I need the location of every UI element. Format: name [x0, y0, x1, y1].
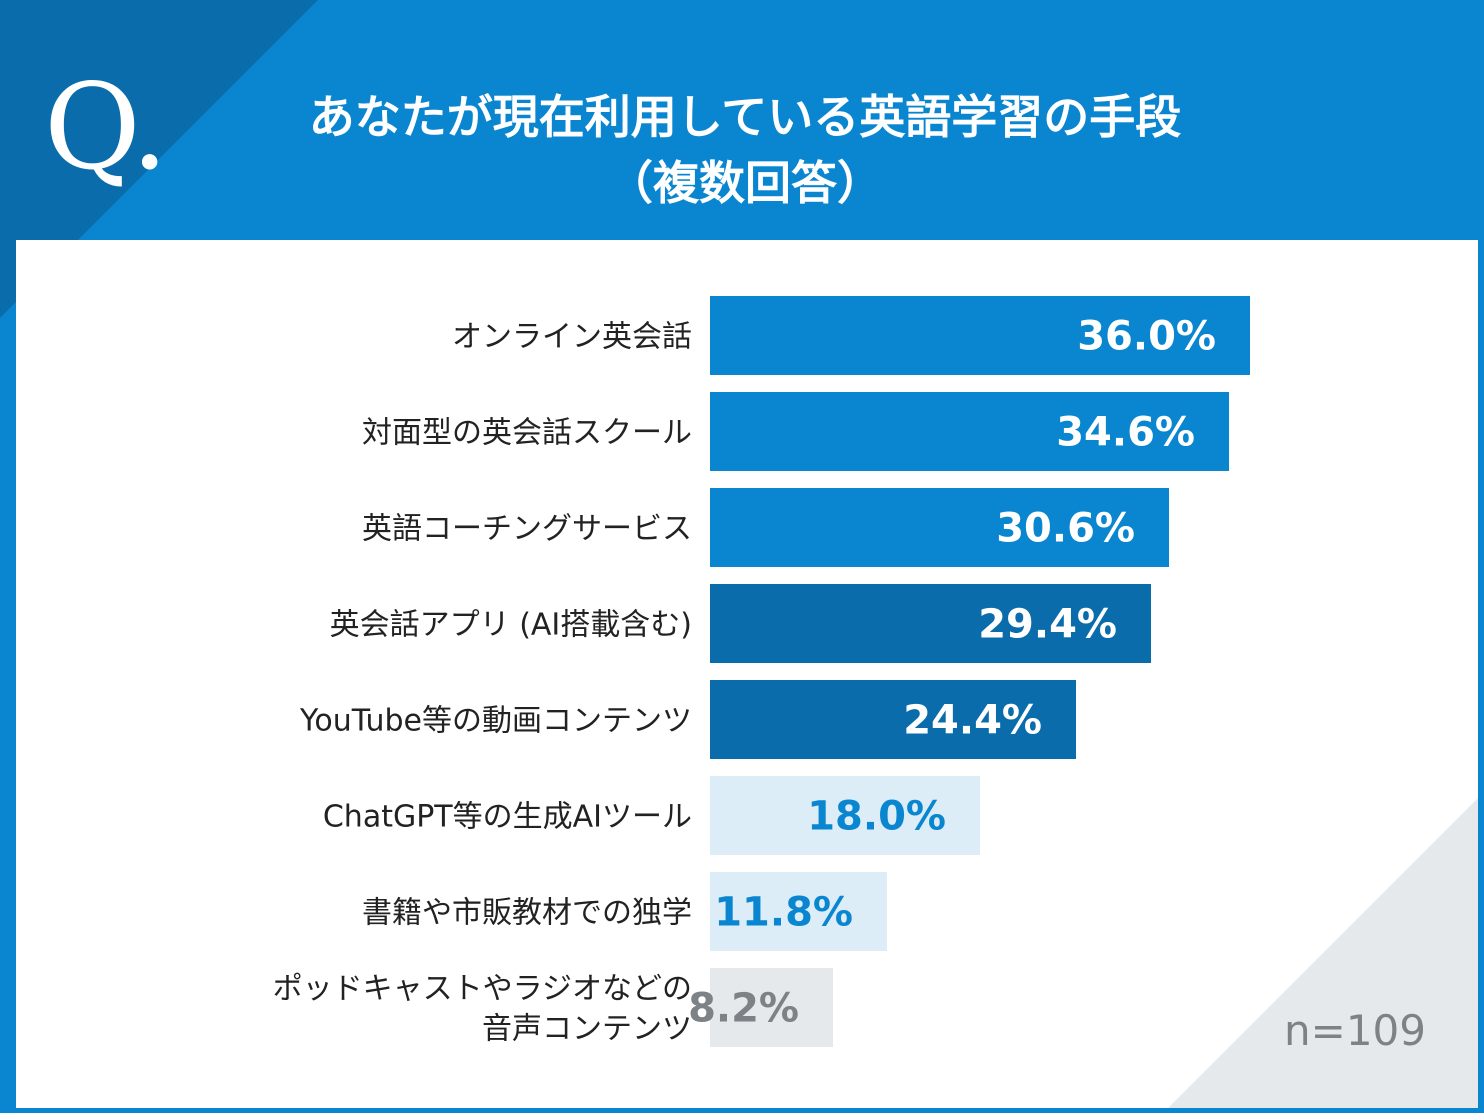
bar-value-label-1: 36.0%: [1077, 314, 1216, 360]
category-label-6: ChatGPT等の生成AIツール: [323, 800, 692, 835]
sample-size-label: n=109: [1284, 1006, 1426, 1055]
category-label-7: 書籍や市販教材での独学: [362, 896, 692, 931]
chart-title-line-2: （複数回答）: [607, 156, 883, 210]
bar-2: [710, 392, 1229, 471]
category-label-1: オンライン英会話: [452, 320, 692, 355]
bar-1: [710, 296, 1250, 375]
bar-3: [710, 488, 1169, 567]
bar-value-label-8: 8.2%: [688, 986, 799, 1032]
bar-value-label-6: 18.0%: [807, 794, 946, 840]
category-label-5: YouTube等の動画コンテンツ: [299, 704, 692, 739]
category-label-3: 英語コーチングサービス: [362, 512, 692, 547]
bar-5: [710, 680, 1076, 759]
category-label-8-line-1: ポッドキャストやラジオなどの: [273, 972, 692, 1007]
category-label-8-line-2: 音声コンテンツ: [482, 1012, 692, 1047]
chart-panel: [16, 240, 1478, 1108]
bar-value-label-3: 30.6%: [996, 506, 1135, 552]
category-label-2: 対面型の英会話スクール: [362, 416, 692, 451]
bar-value-label-2: 34.6%: [1056, 410, 1195, 456]
panel-corner-decoration: [1168, 798, 1478, 1108]
bar-value-label-7: 11.8%: [714, 890, 853, 936]
bar-6: [710, 776, 980, 855]
chart-title: あなたが現在利用している英語学習の手段 （複数回答）: [200, 84, 1290, 216]
chart-title-line-1: あなたが現在利用している英語学習の手段: [308, 90, 1182, 144]
question-mark-badge: Q.: [44, 58, 168, 196]
bar-8: [710, 968, 833, 1047]
bar-4: [710, 584, 1151, 663]
bar-value-label-4: 29.4%: [978, 602, 1117, 648]
bar-7: [710, 872, 887, 951]
bar-value-label-5: 24.4%: [903, 698, 1042, 744]
category-label-4: 英会話アプリ (AI搭載含む): [330, 608, 692, 643]
